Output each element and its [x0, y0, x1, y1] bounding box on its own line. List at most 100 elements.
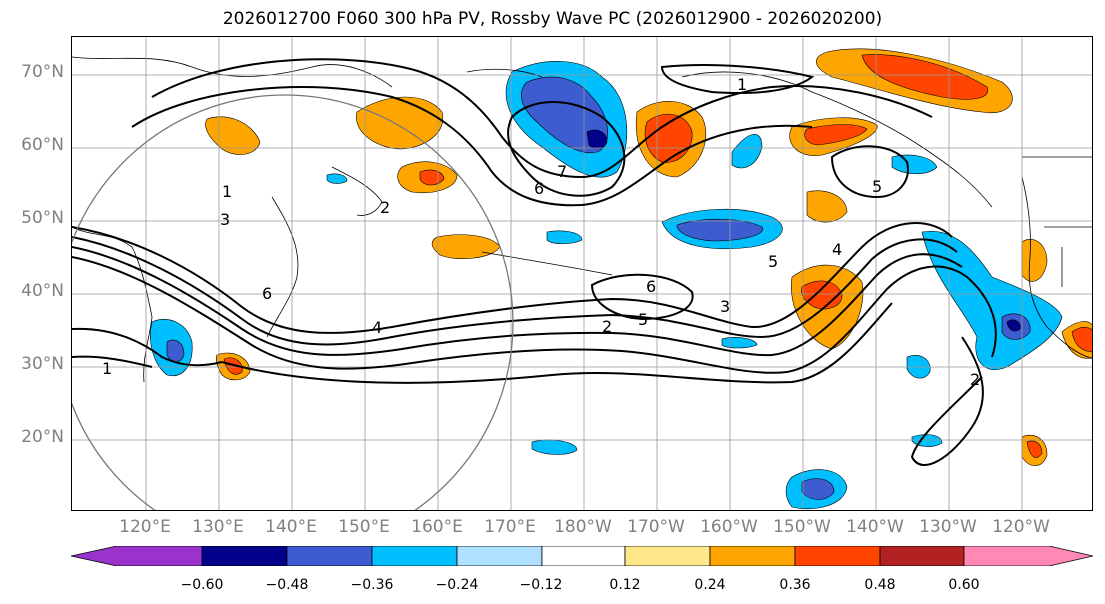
neg-anomaly-small-4	[911, 434, 943, 447]
pos-anomaly-japan-s-core	[223, 357, 243, 375]
contour-label: 3	[720, 297, 730, 316]
pos-anomaly-sw-us-core	[1071, 327, 1092, 353]
colorbar-bin	[286, 545, 373, 567]
pos-anomaly-central-n	[806, 190, 848, 223]
neg-anomaly-gulf-core	[676, 218, 763, 242]
lat-label-50n: 50°N	[21, 208, 64, 228]
colorbar-bin	[541, 545, 626, 567]
contour-jet-3	[72, 246, 963, 357]
lon-label-140e: 140°E	[265, 517, 317, 537]
contour-low-gulf	[830, 145, 909, 199]
colorbar-bin	[371, 545, 458, 567]
lat-label-30n: 30°N	[21, 354, 64, 374]
colorbar-tick: 0.36	[779, 577, 811, 593]
contour-north-1	[151, 58, 933, 179]
neg-anomaly-small-8	[891, 154, 938, 175]
colorbar-tick: −0.48	[265, 577, 309, 593]
contour-low-bering	[507, 101, 626, 197]
lat-label-70n: 70°N	[21, 62, 64, 82]
contour-labels: 1 1 1 2 2 2 3 3 4 4 5 5 5 6 6 6 7	[102, 75, 980, 389]
contour-north-2	[131, 86, 813, 207]
lon-label-150e: 150°E	[338, 517, 390, 537]
colorbar-bin	[794, 545, 881, 567]
contour-label: 5	[638, 310, 648, 329]
colorbar	[70, 545, 1094, 570]
neg-anomaly-south-core	[801, 478, 835, 500]
contour-label: 5	[872, 177, 882, 196]
lon-label-170e: 170°E	[484, 517, 536, 537]
contour-label: 4	[832, 240, 842, 259]
neg-anomaly-bering-max	[586, 129, 608, 149]
contour-label: 2	[970, 370, 980, 389]
contour-label: 1	[102, 359, 112, 378]
colorbar-tick: −0.60	[180, 577, 224, 593]
map-canvas: 1 1 1 2 2 2 3 3 4 4 5 5 5 6 6 6 7	[72, 37, 1092, 510]
colorbar-bin	[879, 545, 965, 567]
contour-label: 2	[380, 198, 390, 217]
contour-label: 2	[602, 317, 612, 336]
map-panel: 1 1 1 2 2 2 3 3 4 4 5 5 5 6 6 6 7	[71, 36, 1093, 511]
colorbar-extend-high	[963, 545, 1094, 567]
pv-contours	[72, 58, 997, 467]
contour-label: 6	[534, 179, 544, 198]
pos-anomaly-mexico-core	[1026, 440, 1043, 458]
contour-label: 7	[557, 162, 567, 181]
neg-anomaly-small-6	[326, 173, 348, 184]
contour-label: 6	[646, 277, 656, 296]
lat-label-40n: 40°N	[21, 281, 64, 301]
lon-label-130e: 130°E	[192, 517, 244, 537]
colorbar-svg	[70, 545, 1094, 567]
lon-label-140w: 140°W	[846, 517, 904, 537]
colorbar-tick: 0.48	[864, 577, 896, 593]
map-title: 2026012700 F060 300 hPa PV, Rossby Wave …	[222, 9, 883, 29]
pos-anomaly-north-core	[861, 54, 989, 100]
colorbar-bin	[624, 545, 711, 567]
pos-anomaly-coast	[1021, 239, 1048, 282]
lon-label-180w: 180°W	[554, 517, 612, 537]
lon-label-170w: 170°W	[627, 517, 685, 537]
contour-south-loop	[910, 336, 984, 467]
lon-label-120w: 120°W	[992, 517, 1050, 537]
lon-label-130w: 130°W	[919, 517, 977, 537]
neg-anomaly-california-max	[1006, 319, 1021, 332]
contour-label: 6	[262, 284, 272, 303]
contour-label: 1	[737, 75, 747, 94]
contour-jet-5	[72, 302, 893, 384]
colorbar-bin	[201, 545, 288, 567]
colorbar-bin	[456, 545, 543, 567]
colorbar-bin	[709, 545, 796, 567]
lon-label-150w: 150°W	[773, 517, 831, 537]
pos-anomaly-east-pac-core	[801, 280, 843, 310]
contour-jet-2	[72, 236, 958, 346]
neg-anomaly-small-1	[546, 230, 583, 245]
colorbar-tick: 0.12	[609, 577, 641, 593]
pos-anomaly-siberia-2	[356, 96, 444, 150]
lat-label-60n: 60°N	[21, 135, 64, 155]
lon-label-160e: 160°E	[411, 517, 463, 537]
colorbar-extend-low	[70, 545, 203, 567]
colorbar-tick: −0.12	[519, 577, 563, 593]
contour-label: 3	[220, 210, 230, 229]
neg-anomaly-small-2	[531, 439, 578, 455]
colorbar-tick: −0.36	[350, 577, 394, 593]
lon-label-160w: 160°W	[700, 517, 758, 537]
colorbar-tick: 0.24	[694, 577, 726, 593]
neg-anomaly-small-3	[721, 337, 758, 349]
pos-anomaly-nw-pac	[431, 234, 501, 260]
contour-jet-4	[72, 256, 997, 374]
contour-ridge	[72, 355, 153, 368]
contour-jet-1	[72, 222, 953, 334]
colorbar-tick: −0.24	[435, 577, 479, 593]
contour-arctic	[660, 64, 815, 95]
contour-label: 5	[768, 252, 778, 271]
neg-anomaly-bering-core	[520, 76, 608, 154]
lon-label-120e: 120°E	[119, 517, 171, 537]
neg-anomaly-china-core	[166, 339, 185, 363]
reference-circle	[72, 94, 514, 510]
pos-anomaly-gulf-n-core	[804, 124, 868, 146]
colorbar-tick: 0.60	[948, 577, 980, 593]
pos-anomaly-siberia-1	[205, 116, 261, 155]
contour-label: 4	[372, 318, 382, 337]
contour-closed-6	[590, 273, 694, 321]
contour-label: 1	[222, 182, 232, 201]
